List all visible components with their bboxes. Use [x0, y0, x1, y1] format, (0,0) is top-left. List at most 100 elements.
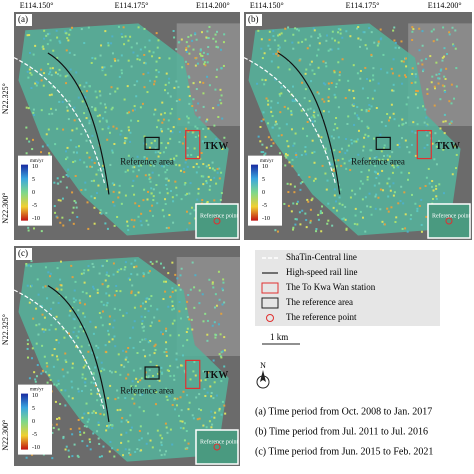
deformation-pixel — [263, 154, 266, 157]
deformation-pixel — [219, 355, 222, 358]
deformation-pixel — [411, 73, 414, 76]
deformation-pixel — [414, 93, 417, 96]
deformation-pixel — [53, 205, 56, 208]
deformation-pixel — [322, 110, 325, 113]
deformation-pixel — [156, 202, 159, 205]
deformation-pixel — [152, 51, 155, 54]
deformation-pixel — [143, 27, 146, 30]
deformation-pixel — [159, 129, 162, 132]
deformation-pixel — [407, 96, 410, 99]
deformation-pixel — [178, 118, 181, 121]
colorbar-tick-label: 5 — [32, 406, 35, 412]
deformation-pixel — [134, 108, 137, 111]
deformation-pixel — [101, 367, 104, 370]
deformation-pixel — [165, 226, 168, 229]
deformation-pixel — [45, 34, 48, 37]
deformation-pixel — [214, 88, 217, 91]
deformation-pixel — [406, 146, 409, 149]
deformation-pixel — [52, 426, 55, 429]
deformation-pixel — [311, 69, 314, 72]
deformation-pixel — [291, 99, 294, 102]
deformation-pixel — [223, 33, 226, 36]
deformation-pixel — [441, 84, 444, 87]
deformation-pixel — [67, 175, 70, 178]
deformation-pixel — [292, 202, 295, 205]
deformation-pixel — [30, 284, 33, 287]
station-box — [185, 359, 201, 389]
deformation-pixel — [166, 431, 169, 434]
deformation-pixel — [146, 198, 149, 201]
deformation-pixel — [27, 107, 30, 110]
deformation-pixel — [451, 26, 454, 29]
deformation-pixel — [366, 125, 369, 128]
deformation-pixel — [411, 130, 414, 133]
deformation-pixel — [219, 198, 222, 201]
deformation-pixel — [278, 51, 281, 54]
deformation-pixel — [267, 136, 270, 139]
deformation-pixel — [366, 176, 369, 179]
deformation-pixel — [444, 90, 447, 93]
deformation-pixel — [165, 348, 168, 351]
deformation-pixel — [94, 57, 97, 60]
deformation-pixel — [352, 89, 355, 92]
deformation-pixel — [109, 423, 112, 426]
deformation-pixel — [77, 145, 80, 148]
deformation-pixel — [80, 272, 83, 275]
deformation-pixel — [337, 61, 340, 64]
deformation-pixel — [134, 294, 137, 297]
deformation-pixel — [161, 371, 164, 374]
deformation-pixel — [164, 177, 167, 180]
deformation-pixel — [200, 409, 203, 412]
deformation-pixel — [180, 38, 183, 41]
deformation-pixel — [309, 221, 312, 224]
deformation-pixel — [408, 172, 411, 175]
deformation-pixel — [211, 423, 214, 426]
deformation-pixel — [181, 364, 184, 367]
deformation-pixel — [198, 289, 201, 292]
deformation-pixel — [160, 127, 163, 130]
deformation-pixel — [279, 111, 282, 114]
period-text: (b) Time period from Jul. 2011 to Jul. 2… — [255, 426, 428, 437]
deformation-pixel — [72, 331, 75, 334]
deformation-pixel — [164, 280, 167, 283]
deformation-pixel — [82, 330, 85, 333]
deformation-pixel — [299, 182, 302, 185]
deformation-pixel — [389, 116, 392, 119]
deformation-pixel — [335, 165, 338, 168]
deformation-pixel — [298, 59, 301, 62]
deformation-pixel — [164, 290, 167, 293]
deformation-pixel — [424, 184, 427, 187]
deformation-pixel — [344, 218, 347, 221]
latitude-label: N22.300° — [1, 420, 10, 451]
deformation-pixel — [262, 118, 265, 121]
deformation-pixel — [65, 150, 68, 153]
deformation-pixel — [411, 38, 414, 41]
deformation-pixel — [117, 59, 120, 62]
deformation-pixel — [333, 71, 336, 74]
scale-bar-label: 1 km — [270, 332, 288, 342]
legend-icon — [266, 314, 274, 322]
deformation-pixel — [390, 206, 393, 209]
deformation-pixel — [204, 64, 207, 67]
deformation-pixel — [440, 68, 443, 71]
deformation-pixel — [443, 113, 446, 116]
deformation-pixel — [207, 127, 210, 130]
deformation-pixel — [217, 104, 220, 107]
deformation-pixel — [116, 448, 119, 451]
deformation-pixel — [305, 219, 308, 222]
deformation-pixel — [215, 182, 218, 185]
deformation-pixel — [334, 96, 337, 99]
longitude-label: E114.150° — [20, 1, 54, 10]
deformation-pixel — [106, 138, 109, 141]
deformation-pixel — [80, 28, 83, 31]
deformation-pixel — [162, 215, 165, 218]
deformation-pixel — [268, 38, 271, 41]
deformation-pixel — [141, 322, 144, 325]
deformation-pixel — [304, 72, 307, 75]
deformation-pixel — [330, 48, 333, 51]
deformation-pixel — [93, 197, 96, 200]
deformation-pixel — [145, 219, 148, 222]
deformation-pixel — [269, 48, 272, 51]
deformation-pixel — [160, 441, 163, 444]
